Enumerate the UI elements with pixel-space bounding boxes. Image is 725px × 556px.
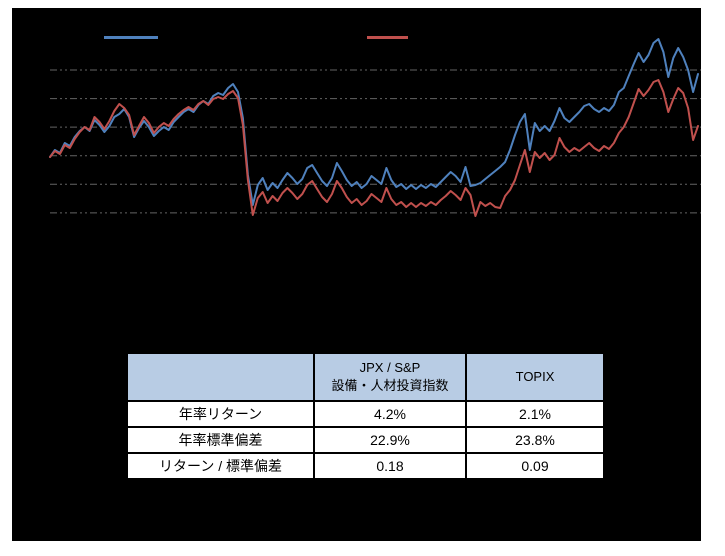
value-cell: 22.9% <box>313 426 467 454</box>
series-line-topix <box>49 79 699 217</box>
row-label: 年率標準偏差 <box>126 426 315 454</box>
table-row-annual-stdev: 年率標準偏差 22.9% 23.8% <box>126 426 605 454</box>
chart-canvas <box>49 38 701 217</box>
stats-table: JPX / S&P 設備・人材投資指数 TOPIX 年率リターン 4.2% 2.… <box>126 352 605 480</box>
value-cell: 23.8% <box>465 426 605 454</box>
value-cell: 0.18 <box>313 452 467 480</box>
row-label: リターン / 標準偏差 <box>126 452 315 480</box>
row-label: 年率リターン <box>126 400 315 428</box>
chart-panel: JPX / S&P 設備・人材投資指数 TOPIX 年率リターン 4.2% 2.… <box>12 8 701 541</box>
table-row-return-per-stdev: リターン / 標準偏差 0.18 0.09 <box>126 452 605 480</box>
legend-swatch-topix-line <box>367 36 408 39</box>
value-cell: 2.1% <box>465 400 605 428</box>
table-header-row: JPX / S&P 設備・人材投資指数 TOPIX <box>126 352 605 402</box>
series-line-jpx_sp_capex <box>49 38 699 206</box>
header-cell-jpx-index: JPX / S&P 設備・人材投資指数 <box>313 352 467 402</box>
table-row-annual-return: 年率リターン 4.2% 2.1% <box>126 400 605 428</box>
value-cell: 0.09 <box>465 452 605 480</box>
header-cell-empty <box>126 352 315 402</box>
header-cell-topix: TOPIX <box>465 352 605 402</box>
value-cell: 4.2% <box>313 400 467 428</box>
legend-swatch-jpx-line <box>104 36 158 39</box>
